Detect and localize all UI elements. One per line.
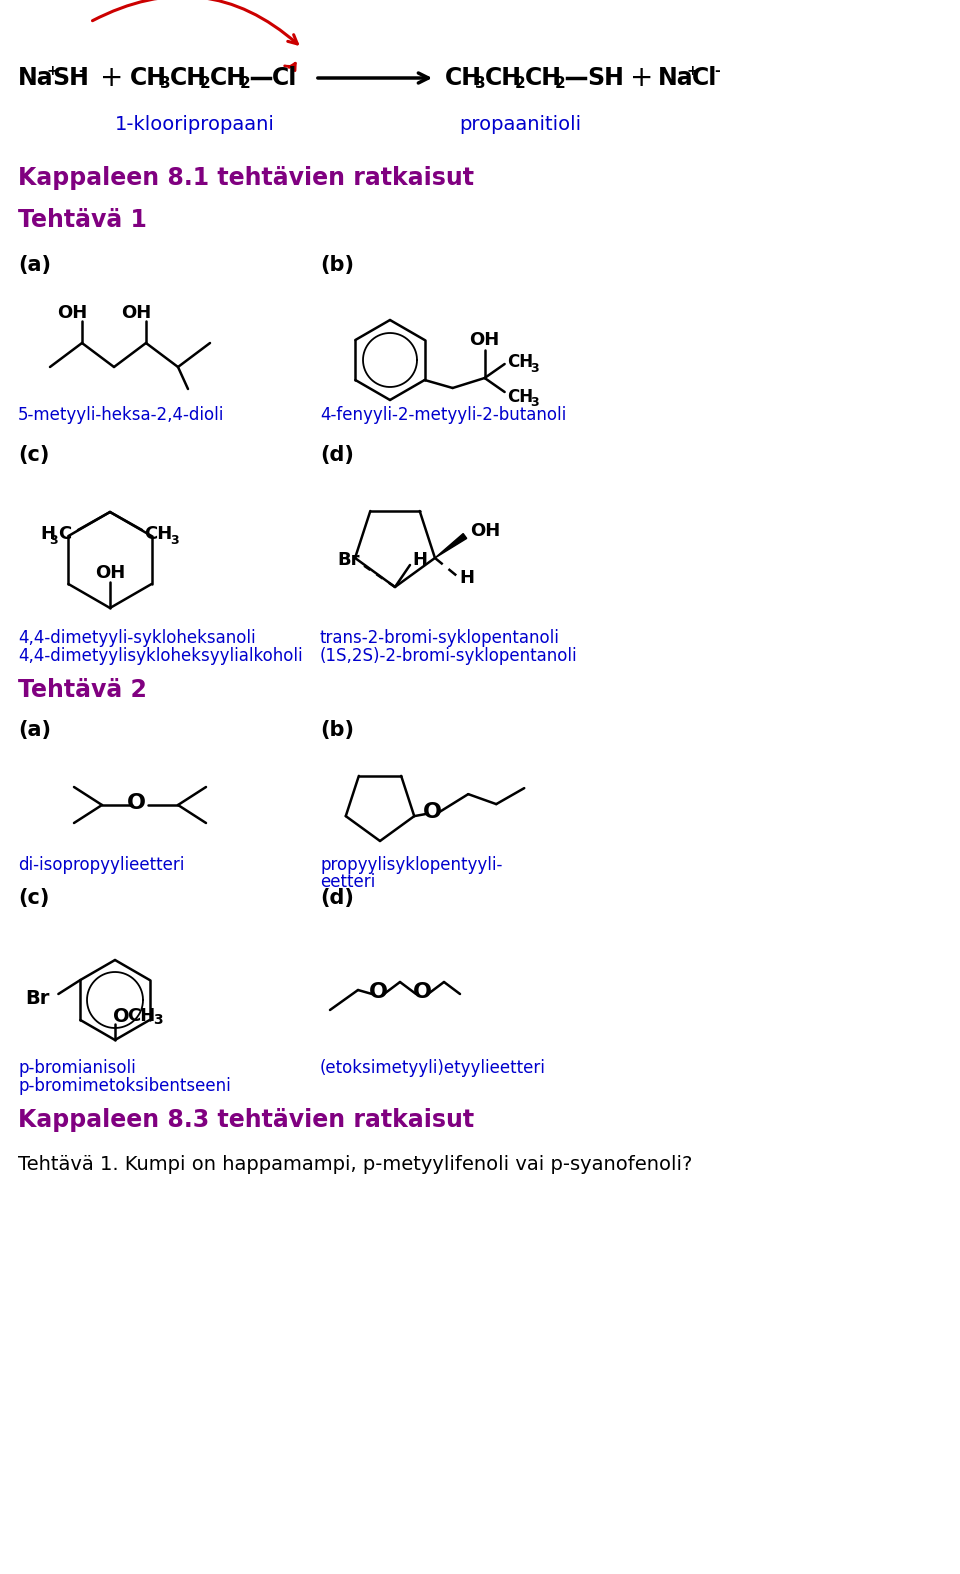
Text: 4-fenyyli-2-metyyli-2-butanoli: 4-fenyyli-2-metyyli-2-butanoli [320, 406, 566, 423]
Text: (d): (d) [320, 445, 354, 464]
Text: O: O [127, 793, 146, 814]
Text: C: C [58, 526, 71, 543]
Text: 2: 2 [555, 76, 565, 90]
Polygon shape [435, 534, 467, 557]
Text: (a): (a) [18, 255, 51, 275]
Text: H: H [459, 568, 474, 587]
Text: OH: OH [95, 563, 125, 582]
Text: OH: OH [121, 304, 151, 323]
Text: Kappaleen 8.1 tehtävien ratkaisut: Kappaleen 8.1 tehtävien ratkaisut [18, 165, 474, 190]
Text: CH: CH [525, 66, 562, 90]
Text: Cl: Cl [272, 66, 298, 90]
Text: propaanitioli: propaanitioli [459, 115, 581, 134]
Text: -: - [714, 65, 720, 79]
Text: 4,4-dimetyyli-sykloheksanoli: 4,4-dimetyyli-sykloheksanoli [18, 630, 255, 647]
Text: CH: CH [485, 66, 522, 90]
Text: 3: 3 [475, 76, 486, 90]
Text: SH: SH [52, 66, 89, 90]
Text: OH: OH [470, 523, 500, 540]
Text: (1S,2S)-2-bromi-syklopentanoli: (1S,2S)-2-bromi-syklopentanoli [320, 647, 578, 664]
Text: H: H [40, 526, 55, 543]
Text: 3: 3 [531, 362, 540, 375]
Text: 1-klooripropaani: 1-klooripropaani [115, 115, 275, 134]
Text: propyylisyklopentyyli-: propyylisyklopentyyli- [320, 856, 502, 874]
Text: CH: CH [127, 1007, 156, 1025]
Text: 3: 3 [531, 397, 540, 409]
Text: +: + [686, 65, 698, 79]
Text: (etoksimetyyli)etyylieetteri: (etoksimetyyli)etyylieetteri [320, 1059, 546, 1077]
Text: CH: CH [507, 389, 533, 406]
Text: OH: OH [469, 331, 500, 349]
Text: Kappaleen 8.3 tehtävien ratkaisut: Kappaleen 8.3 tehtävien ratkaisut [18, 1108, 474, 1132]
Text: Tehtävä 2: Tehtävä 2 [18, 678, 147, 702]
Text: +: + [100, 65, 124, 91]
Text: Br: Br [25, 988, 50, 1007]
Text: Na: Na [658, 66, 694, 90]
Text: +: + [46, 65, 58, 79]
Text: (d): (d) [320, 888, 354, 908]
Text: (c): (c) [18, 445, 49, 464]
Text: p-bromimetoksibentseeni: p-bromimetoksibentseeni [18, 1077, 230, 1096]
Text: CH: CH [144, 526, 172, 543]
Text: OH: OH [57, 304, 87, 323]
Text: Cl: Cl [692, 66, 717, 90]
Text: O: O [422, 803, 442, 822]
Text: (c): (c) [18, 888, 49, 908]
Text: Tehtävä 1. Kumpi on happamampi, p-metyylifenoli vai p-syanofenoli?: Tehtävä 1. Kumpi on happamampi, p-metyyl… [18, 1155, 692, 1174]
FancyArrowPatch shape [285, 63, 296, 71]
Text: 3: 3 [153, 1014, 162, 1026]
Text: O: O [113, 1006, 130, 1026]
Text: 2: 2 [240, 76, 251, 90]
Text: +: + [630, 65, 654, 91]
Text: 3: 3 [49, 534, 58, 546]
Text: CH: CH [210, 66, 247, 90]
Text: (b): (b) [320, 719, 354, 740]
Text: Na: Na [18, 66, 54, 90]
Text: CH: CH [130, 66, 167, 90]
Text: p-bromianisoli: p-bromianisoli [18, 1059, 135, 1077]
Text: di-isopropyylieetteri: di-isopropyylieetteri [18, 856, 184, 874]
Text: (b): (b) [320, 255, 354, 275]
Text: 3: 3 [160, 76, 171, 90]
Text: Br: Br [337, 551, 359, 568]
Text: CH: CH [507, 353, 533, 371]
Text: O: O [369, 982, 388, 1003]
Text: 4,4-dimetyylisykloheksyylialkoholi: 4,4-dimetyylisykloheksyylialkoholi [18, 647, 302, 664]
Text: eetteri: eetteri [320, 874, 375, 891]
FancyArrowPatch shape [92, 0, 298, 44]
Text: 5-metyyli-heksa-2,4-dioli: 5-metyyli-heksa-2,4-dioli [18, 406, 225, 423]
Text: CH: CH [445, 66, 482, 90]
Text: H: H [412, 551, 427, 568]
Text: SH: SH [587, 66, 624, 90]
Text: O: O [413, 982, 431, 1003]
Text: (a): (a) [18, 719, 51, 740]
Text: 2: 2 [515, 76, 526, 90]
Text: CH: CH [170, 66, 207, 90]
Text: 3: 3 [170, 534, 179, 546]
Text: -: - [78, 65, 84, 79]
Text: 2: 2 [200, 76, 211, 90]
Text: Tehtävä 1: Tehtävä 1 [18, 208, 147, 231]
Text: trans-2-bromi-syklopentanoli: trans-2-bromi-syklopentanoli [320, 630, 560, 647]
